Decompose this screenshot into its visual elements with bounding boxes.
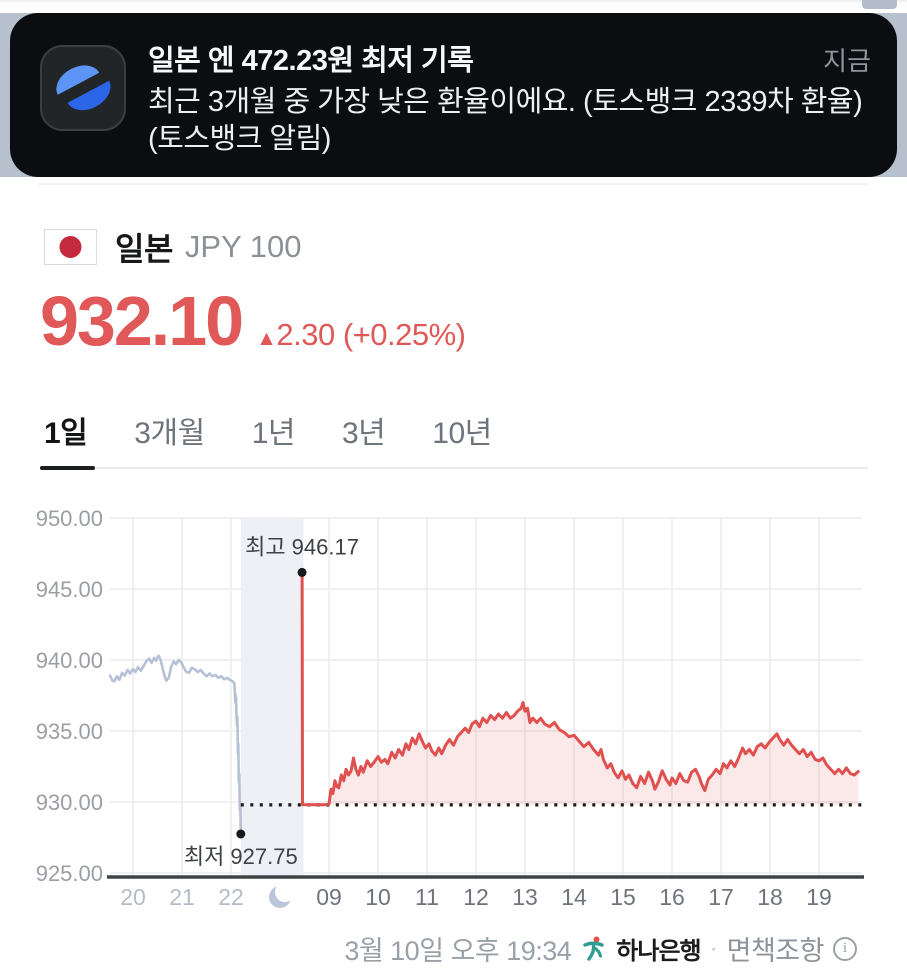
svg-text:940.00: 940.00: [36, 648, 103, 673]
svg-text:10: 10: [365, 884, 391, 910]
svg-text:21: 21: [169, 884, 195, 910]
svg-text:최고 946.17: 최고 946.17: [245, 534, 359, 559]
period-tabs: 1일 3개월 1년 3년 10년: [44, 408, 492, 452]
rate-change: ▲2.30 (+0.25%): [256, 317, 466, 353]
disclaimer-link[interactable]: 면책조항: [726, 936, 825, 966]
svg-text:14: 14: [561, 884, 587, 910]
toss-bank-app-icon: [40, 45, 126, 131]
svg-text:930.00: 930.00: [36, 790, 103, 815]
price-row: 932.10 ▲2.30 (+0.25%): [40, 282, 466, 360]
tab-10years[interactable]: 10년: [432, 417, 492, 450]
chart-footer: 3월 10일 오후 19:34 하나은행 · 면책조항 i: [0, 929, 857, 968]
top-divider: [0, 0, 907, 2]
svg-text:15: 15: [610, 884, 636, 910]
svg-text:945.00: 945.00: [36, 577, 103, 602]
tabs-baseline: [40, 467, 868, 469]
country-name: 일본: [115, 231, 173, 267]
svg-text:09: 09: [316, 884, 342, 910]
separator-dot: ·: [709, 934, 718, 962]
notification-title: 일본 엔 472.23원 최저 기록: [148, 45, 474, 77]
exchange-rate-chart-svg: 950.00 945.00 940.00 935.00 930.00 925.00 20 21…: [36, 506, 864, 910]
svg-text:11: 11: [415, 884, 439, 910]
svg-text:925.00: 925.00: [36, 861, 103, 886]
currency-header: 일본 JPY 100: [44, 224, 302, 270]
currency-code: JPY 100: [184, 229, 302, 264]
japan-flag-icon: [44, 229, 97, 265]
svg-text:최저 927.75: 최저 927.75: [184, 844, 298, 869]
svg-text:19: 19: [806, 884, 832, 910]
tab-1day[interactable]: 1일: [44, 417, 88, 450]
svg-text:18: 18: [757, 884, 783, 910]
svg-text:13: 13: [512, 884, 538, 910]
svg-text:22: 22: [218, 884, 244, 910]
svg-text:17: 17: [708, 884, 734, 910]
svg-text:12: 12: [463, 884, 489, 910]
svg-text:20: 20: [120, 884, 146, 910]
quote-timestamp: 3월 10일 오후 19:34: [344, 936, 572, 966]
notification-body: 최근 3개월 중 가장 낮은 환율이에요. (토스뱅크 2339차 환율) (토…: [148, 86, 863, 155]
active-tab-indicator: [40, 466, 95, 470]
screen-artifact: [862, 0, 897, 9]
tab-1year[interactable]: 1년: [251, 417, 296, 450]
info-icon[interactable]: i: [833, 936, 857, 961]
tab-3months[interactable]: 3개월: [134, 417, 205, 450]
tab-3years[interactable]: 3년: [341, 417, 386, 450]
up-arrow-icon: ▲: [256, 327, 277, 350]
bank-name: 하나은행: [616, 938, 701, 965]
notification-banner[interactable]: 일본 엔 472.23원 최저 기록 지금 최근 3개월 중 가장 낮은 환율이…: [10, 13, 897, 177]
rate-change-text: 2.30 (+0.25%): [276, 317, 466, 352]
exchange-rate-chart: 950.00 945.00 940.00 935.00 930.00 925.00 20 21…: [0, 495, 907, 930]
svg-text:16: 16: [659, 884, 685, 910]
section-divider: [38, 183, 868, 185]
svg-text:935.00: 935.00: [36, 719, 103, 744]
current-rate: 932.10: [40, 282, 244, 360]
svg-text:950.00: 950.00: [36, 506, 103, 531]
hana-bank-logo-icon: [580, 935, 607, 962]
notification-timestamp: 지금: [823, 46, 871, 76]
